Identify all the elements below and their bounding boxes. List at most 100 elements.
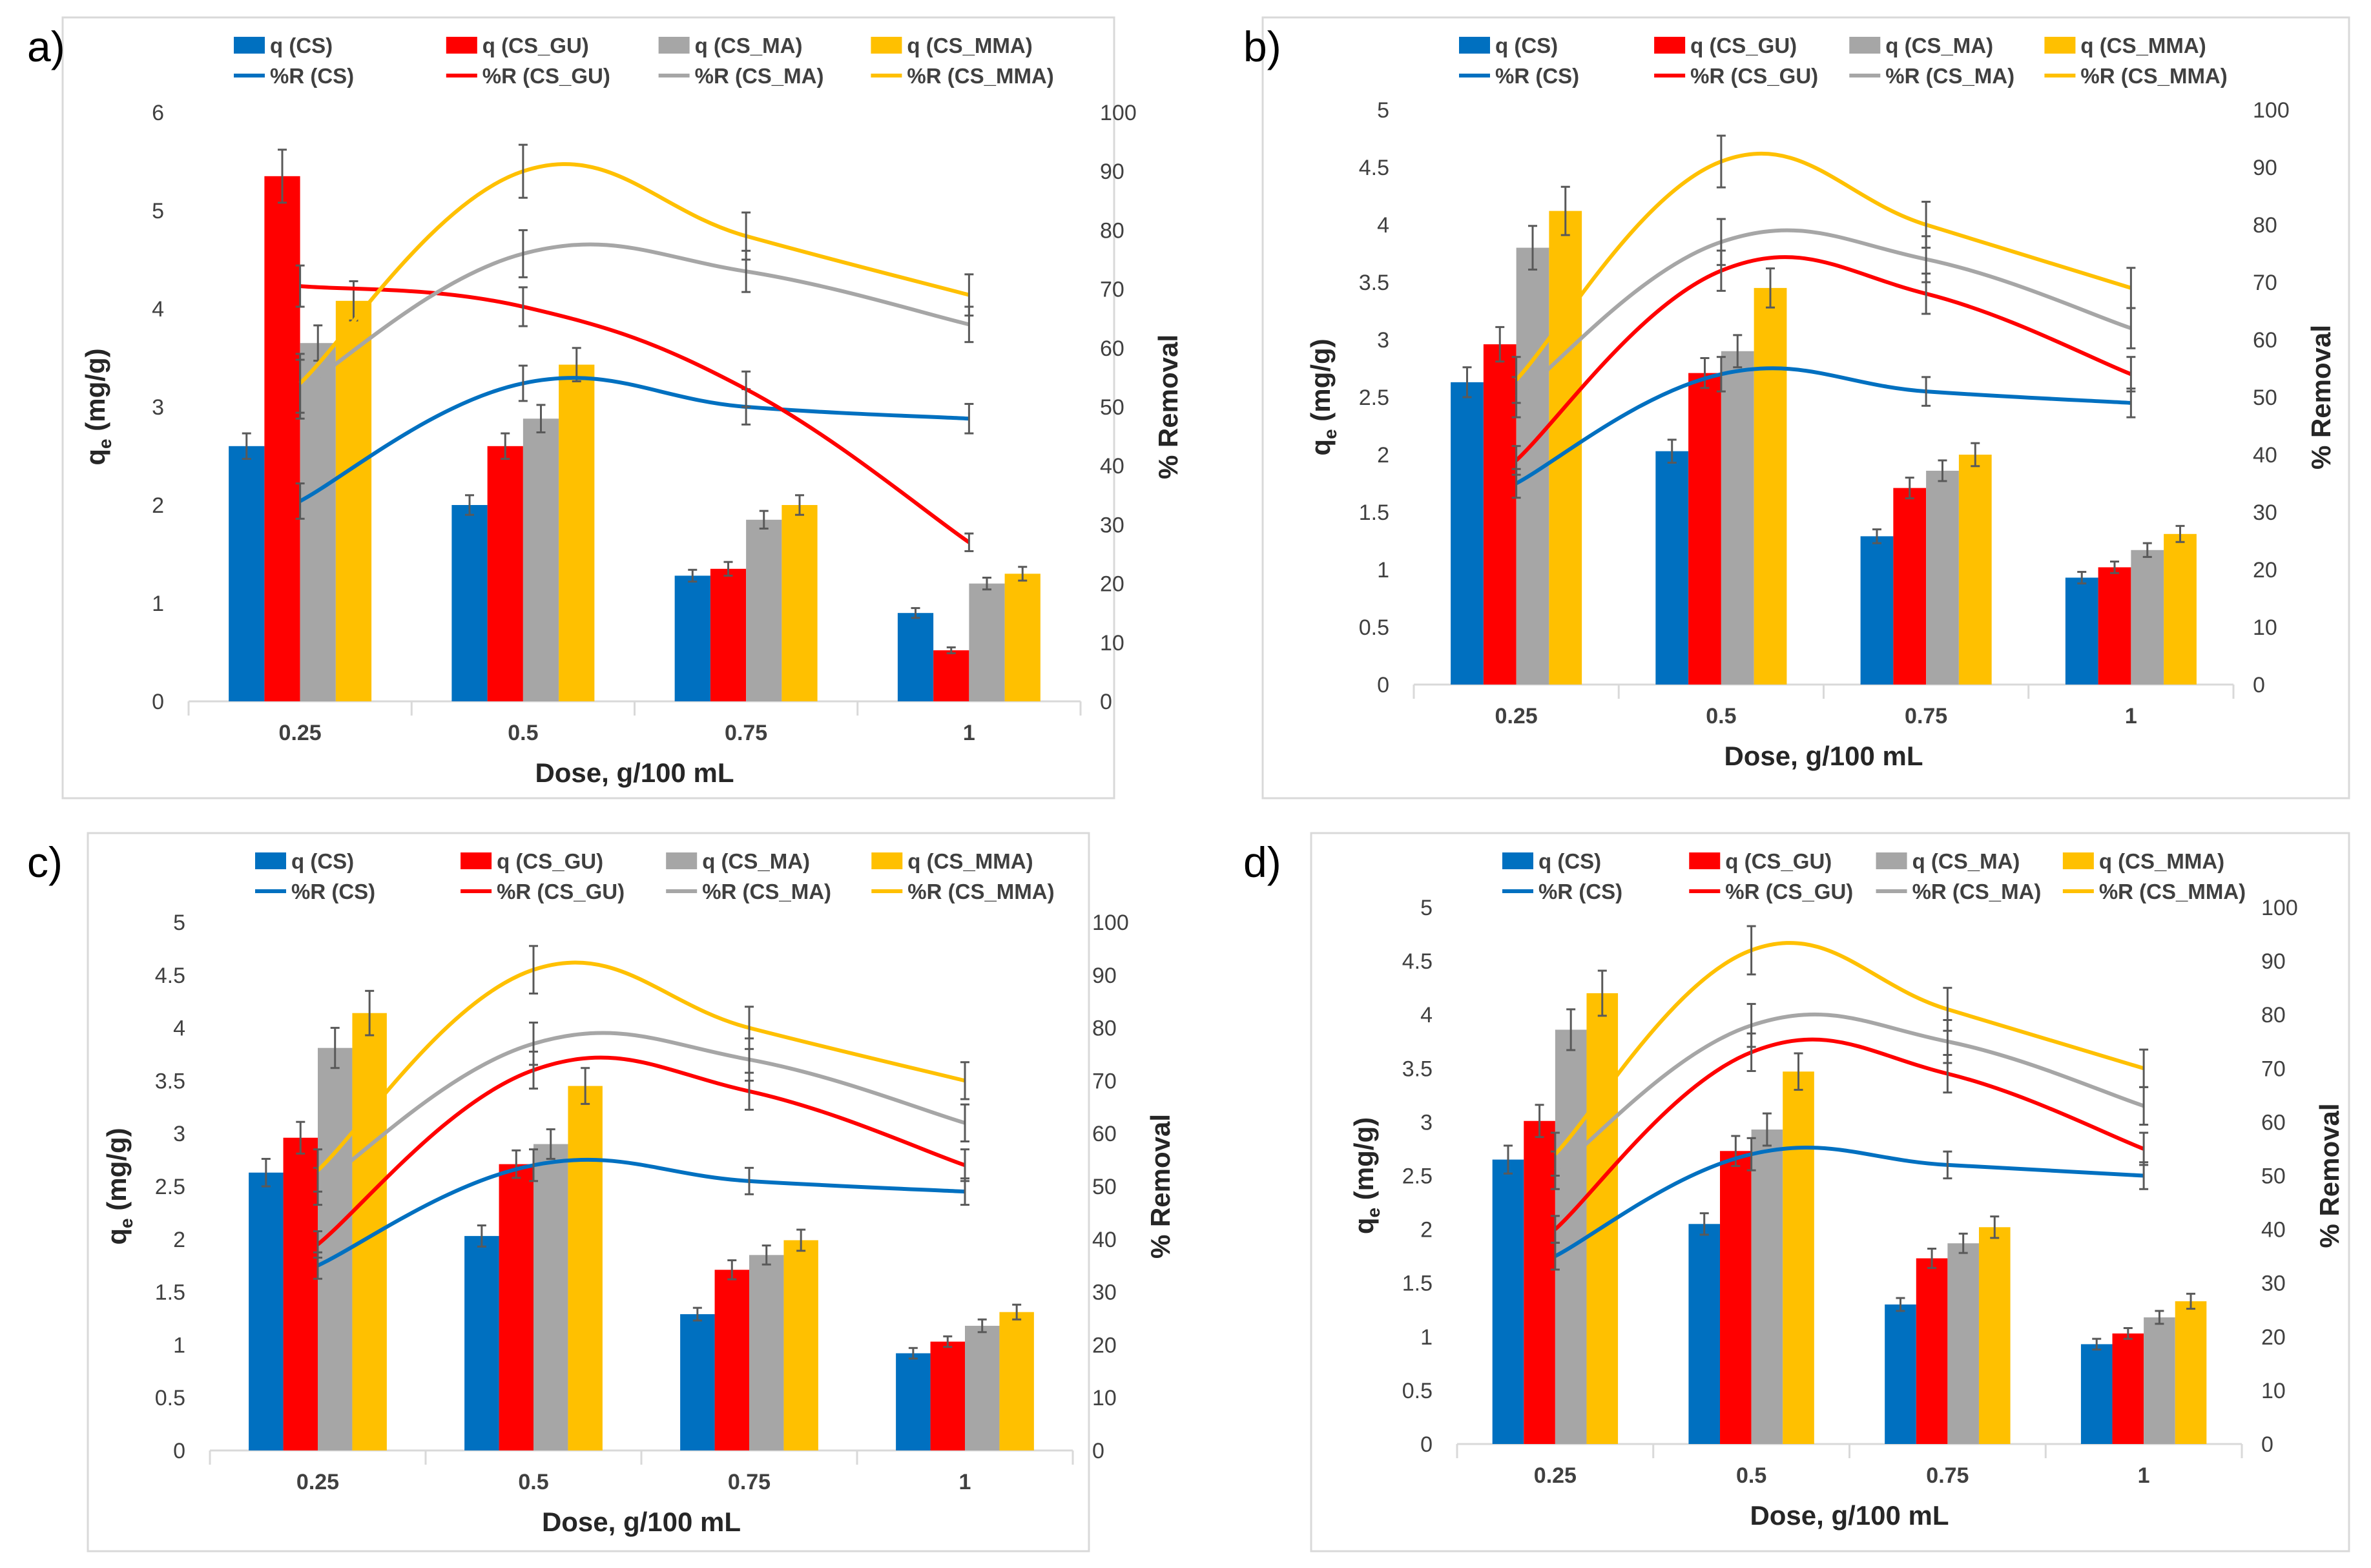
legend-label: q (CS_GU) bbox=[497, 849, 603, 873]
legend-label: q (CS) bbox=[291, 849, 354, 873]
y2-tick-label: 90 bbox=[1100, 160, 1124, 184]
legend-label: %R (CS_MMA) bbox=[907, 880, 1054, 903]
legend-label: %R (CS_MMA) bbox=[907, 64, 1053, 88]
bar-qcs_gu-0 bbox=[1483, 344, 1517, 685]
y-axis-title-part: q bbox=[80, 449, 110, 466]
bar-qcs_ma-3 bbox=[2144, 1317, 2175, 1444]
bar-qcs_mma-3 bbox=[2164, 533, 2197, 685]
bar-qcs-2 bbox=[1860, 536, 1894, 685]
legend-swatch-bar bbox=[871, 37, 902, 54]
y-tick-label: 2 bbox=[1420, 1218, 1433, 1243]
y2-tick-label: 90 bbox=[2253, 156, 2277, 180]
y-tick-label: 3 bbox=[152, 395, 164, 420]
bar-qcs_mma-3 bbox=[999, 1312, 1034, 1450]
x-tick-label: 0.75 bbox=[1905, 704, 1947, 728]
legend-label: q (CS) bbox=[1538, 849, 1601, 873]
legend-label: q (CS_MMA) bbox=[2080, 34, 2206, 57]
x-tick-label: 0.25 bbox=[1534, 1463, 1577, 1488]
legend-label: %R (CS_MA) bbox=[1885, 64, 2014, 88]
legend-swatch-bar bbox=[1654, 37, 1686, 54]
y-tick-label: 1 bbox=[1420, 1325, 1433, 1350]
bar-qcs-3 bbox=[2065, 577, 2098, 685]
y2-tick-label: 80 bbox=[1092, 1016, 1117, 1041]
y-axis-title-subscript: e bbox=[116, 1218, 136, 1228]
bar-qcs_gu-3 bbox=[933, 650, 969, 701]
y2-tick-label: 70 bbox=[1100, 278, 1124, 302]
y-tick-label: 0 bbox=[152, 690, 164, 714]
y-tick-label: 2.5 bbox=[155, 1175, 185, 1199]
bar-qcs_gu-2 bbox=[1916, 1258, 1948, 1444]
line-rcs bbox=[1515, 366, 2131, 486]
bar-qcs_mma-1 bbox=[568, 1086, 603, 1450]
y-axis-title-part: (mg/g) bbox=[80, 348, 110, 438]
x-axis-title: Dose, g/100 mL bbox=[1750, 1500, 1949, 1531]
y-tick-label: 0.5 bbox=[155, 1386, 185, 1410]
y2-tick-label: 40 bbox=[2253, 443, 2277, 468]
line-rcs_mma bbox=[1553, 941, 2144, 1156]
bar-qcs-0 bbox=[229, 446, 265, 701]
y2-tick-label: 90 bbox=[2261, 949, 2286, 974]
y2-tick-label: 10 bbox=[2261, 1379, 2286, 1403]
bar-qcs_mma-0 bbox=[1549, 211, 1582, 685]
legend-swatch-bar bbox=[1689, 852, 1721, 869]
y2-tick-label: 100 bbox=[1092, 911, 1129, 935]
y2-tick-label: 0 bbox=[1100, 690, 1112, 714]
y-axis-title-part: (mg/g) bbox=[101, 1128, 132, 1218]
y-tick-label: 3.5 bbox=[1359, 271, 1389, 295]
y2-axis-title: % Removal bbox=[1153, 335, 1183, 479]
line-rcs_ma bbox=[316, 1031, 966, 1188]
y-tick-label: 6 bbox=[152, 101, 164, 125]
y-tick-label: 2 bbox=[173, 1228, 185, 1252]
y2-tick-label: 60 bbox=[1100, 336, 1124, 361]
y-tick-label: 5 bbox=[152, 199, 164, 223]
x-tick-label: 0.5 bbox=[518, 1470, 548, 1494]
x-tick-label: 0.25 bbox=[279, 721, 322, 745]
y-axis-title: qe (mg/g) bbox=[1349, 1117, 1383, 1234]
y2-tick-label: 40 bbox=[1100, 454, 1124, 479]
bar-qcs_mma-3 bbox=[2175, 1301, 2207, 1444]
bar-qcs_gu-3 bbox=[2098, 567, 2131, 685]
x-tick-label: 0.25 bbox=[296, 1470, 339, 1494]
x-tick-label: 1 bbox=[2138, 1463, 2150, 1488]
legend-label: %R (CS) bbox=[1538, 880, 1622, 903]
y2-tick-label: 0 bbox=[2253, 673, 2265, 697]
bar-qcs_gu-2 bbox=[710, 568, 747, 701]
y-axis-title-subscript: e bbox=[1320, 429, 1340, 439]
y-tick-label: 3.5 bbox=[155, 1069, 185, 1093]
bar-qcs-2 bbox=[680, 1314, 715, 1450]
legend-label: q (CS_MA) bbox=[1912, 849, 2020, 873]
bar-qcs-2 bbox=[1885, 1304, 1916, 1444]
legend-swatch-bar bbox=[234, 37, 265, 54]
bar-qcs-3 bbox=[897, 613, 934, 701]
y2-tick-label: 50 bbox=[2261, 1164, 2286, 1189]
y-axis-title-part: q bbox=[101, 1228, 132, 1245]
y2-tick-label: 90 bbox=[1092, 964, 1117, 988]
y-tick-label: 1 bbox=[1377, 558, 1389, 583]
y2-tick-label: 70 bbox=[2261, 1057, 2286, 1081]
legend-swatch-bar bbox=[1876, 852, 1907, 869]
x-tick-label: 1 bbox=[2125, 704, 2137, 728]
y-tick-label: 0 bbox=[1377, 673, 1389, 697]
legend-label: %R (CS_MA) bbox=[702, 880, 831, 903]
line-rcs_gu bbox=[1515, 255, 2132, 462]
y-axis-title-subscript: e bbox=[1363, 1208, 1383, 1218]
y2-tick-label: 20 bbox=[1092, 1333, 1117, 1357]
bar-qcs_gu-2 bbox=[714, 1270, 749, 1450]
y2-axis-title: % Removal bbox=[2314, 1103, 2345, 1248]
y2-tick-label: 10 bbox=[1092, 1386, 1117, 1410]
bar-qcs_ma-1 bbox=[533, 1144, 568, 1450]
y-axis-title: qe (mg/g) bbox=[101, 1128, 136, 1244]
legend-swatch-bar bbox=[658, 37, 690, 54]
line-rcs_mma bbox=[1515, 152, 2132, 382]
x-axis-title: Dose, g/100 mL bbox=[535, 758, 734, 788]
y2-tick-label: 80 bbox=[1100, 218, 1124, 243]
y-axis-title-part: q bbox=[1305, 439, 1336, 456]
panel-label: a) bbox=[27, 23, 65, 70]
y2-tick-label: 50 bbox=[1100, 395, 1124, 420]
x-tick-label: 0.25 bbox=[1495, 704, 1538, 728]
chart-panel-d: d)00.511.522.533.544.5501020304050607080… bbox=[1243, 832, 2350, 1553]
bar-qcs-0 bbox=[1492, 1159, 1524, 1444]
y-axis-title: qe (mg/g) bbox=[1305, 338, 1340, 455]
bar-qcs_gu-0 bbox=[1524, 1120, 1555, 1444]
